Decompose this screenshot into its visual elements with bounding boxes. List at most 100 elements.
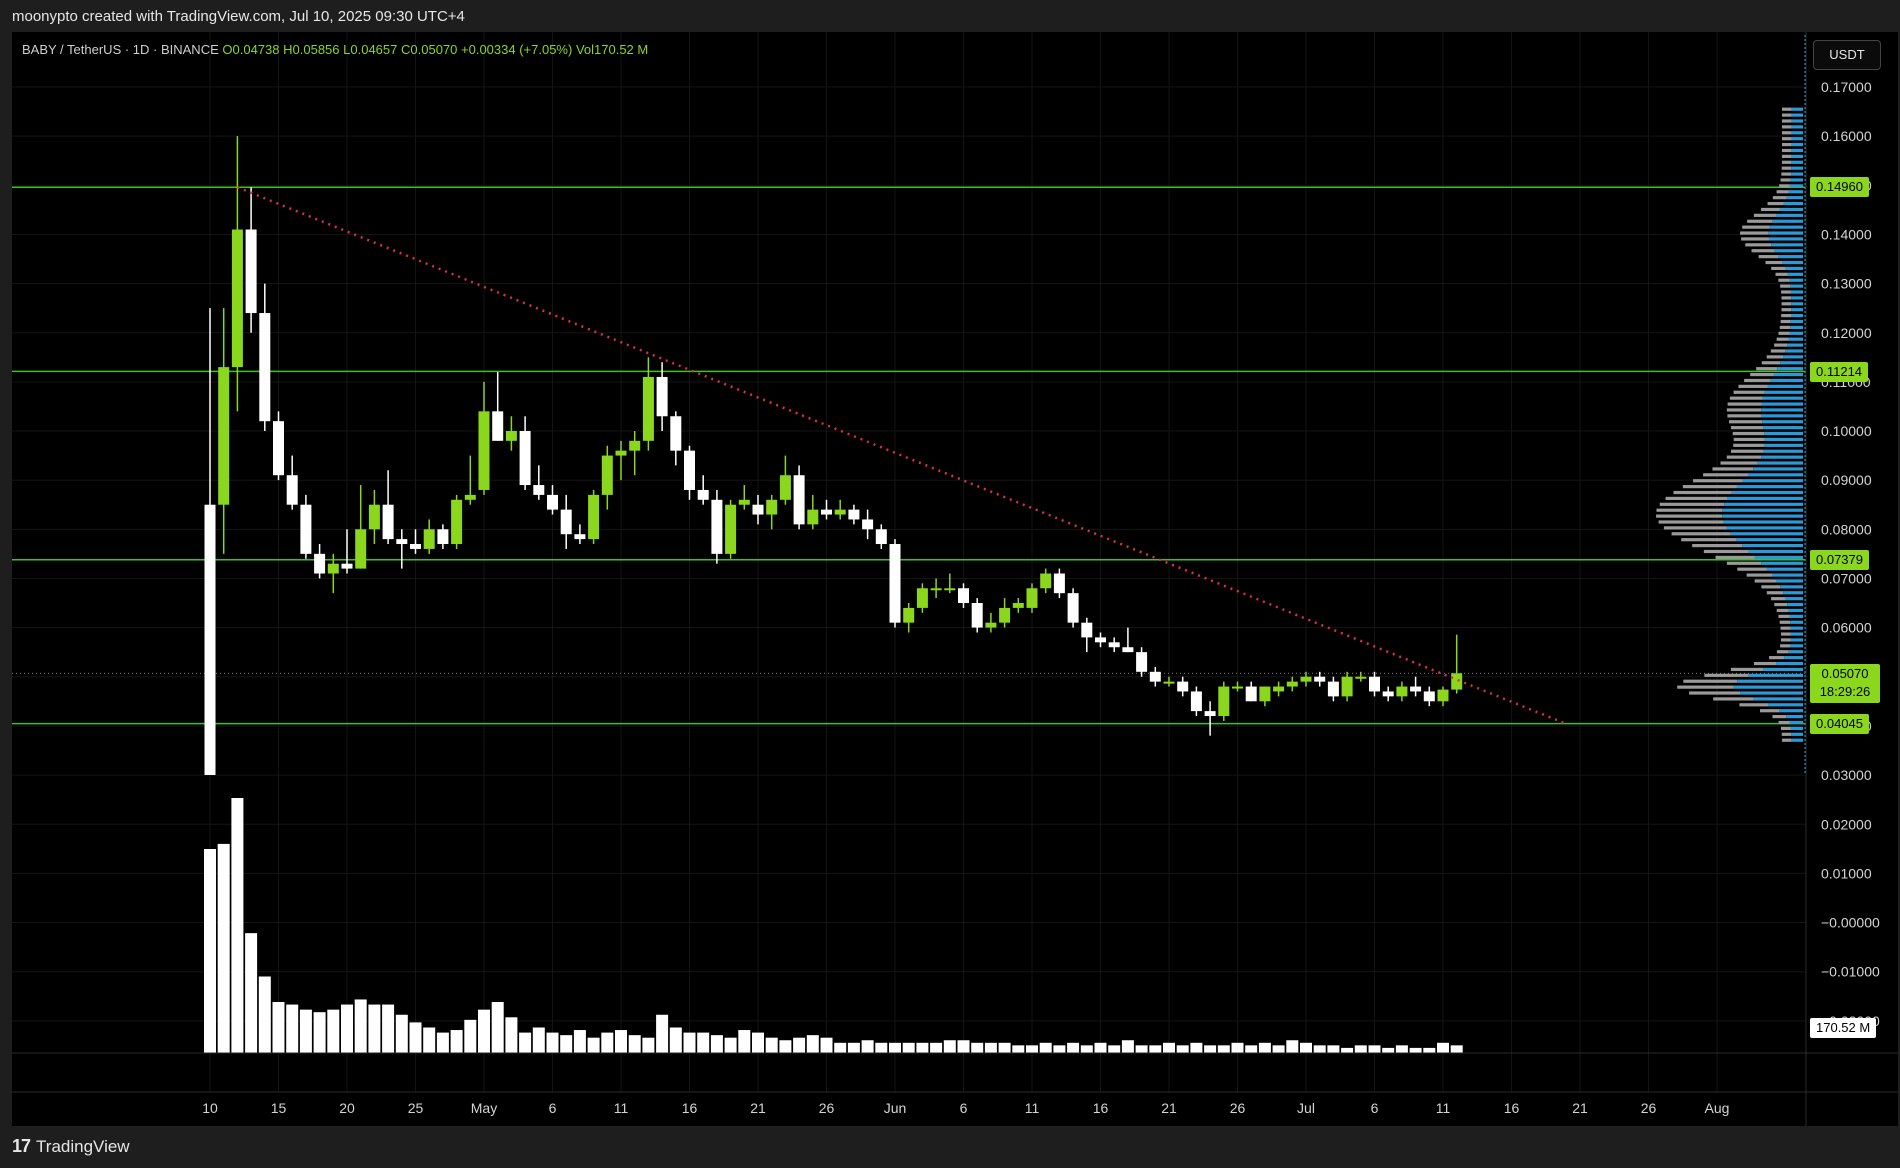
tradingview-brand[interactable]: 17 TradingView — [12, 1136, 130, 1157]
legend-high: H0.05856 — [283, 42, 340, 57]
volume-bar — [943, 1040, 956, 1053]
volume-bar — [1039, 1042, 1052, 1053]
profile-bar-gray — [1737, 567, 1767, 571]
profile-bar-blue — [1785, 597, 1803, 601]
profile-bar-gray — [1733, 390, 1765, 394]
currency-button[interactable]: USDT — [1813, 40, 1881, 70]
profile-bar-gray — [1703, 549, 1749, 554]
volume-bar — [916, 1042, 929, 1053]
volume-bar — [1341, 1047, 1354, 1053]
profile-bar-blue — [1772, 219, 1803, 223]
volume-bar — [779, 1040, 792, 1053]
time-tick-label: 11 — [1025, 1100, 1040, 1116]
volume-bar — [532, 1027, 545, 1053]
profile-bar-blue — [1790, 638, 1803, 642]
candle-body — [1410, 686, 1422, 692]
candle-body — [505, 431, 517, 441]
profile-bar-blue — [1773, 372, 1803, 377]
profile-bar-blue — [1789, 278, 1803, 282]
volume-bar — [669, 1027, 682, 1053]
profile-bar-gray — [1766, 591, 1784, 595]
profile-bar-gray — [1781, 172, 1792, 176]
profile-bar-blue — [1748, 549, 1803, 554]
profile-bar-gray — [1782, 107, 1792, 111]
candle-body — [1012, 603, 1024, 608]
time-tick-label: 10 — [202, 1100, 218, 1116]
volume-bar — [971, 1042, 984, 1053]
profile-bar-blue — [1776, 579, 1803, 583]
time-tick-label: 26 — [819, 1100, 835, 1116]
time-tick-label: Jul — [1297, 1100, 1315, 1116]
profile-bar-blue — [1762, 396, 1803, 400]
volume-bar — [1231, 1042, 1244, 1053]
profile-bar-gray — [1733, 443, 1765, 447]
profile-bar-gray — [1663, 526, 1727, 530]
profile-bar-blue — [1791, 296, 1803, 300]
candle-body — [1300, 676, 1312, 682]
candle-body — [300, 504, 312, 554]
profile-bar-blue — [1790, 314, 1803, 318]
profile-bar-gray — [1778, 278, 1790, 282]
volume-bar — [1163, 1042, 1175, 1053]
profile-bar-blue — [1768, 237, 1803, 241]
volume-bar — [368, 1004, 381, 1053]
profile-bar-gray — [1689, 691, 1741, 695]
candle-body — [588, 494, 600, 540]
volume-bar — [286, 1004, 299, 1053]
profile-bar-gray — [1771, 266, 1786, 271]
profile-bar-gray — [1776, 650, 1789, 654]
profile-bar-gray — [1756, 367, 1778, 371]
price-tick-label: 0.02000 — [1821, 816, 1872, 832]
profile-bar-blue — [1764, 390, 1803, 394]
legend-low: L0.04657 — [343, 42, 398, 57]
profile-bar-gray — [1781, 125, 1792, 129]
profile-bar-gray — [1780, 284, 1791, 288]
chart-attribution: moonypto created with TradingView.com, J… — [12, 8, 465, 25]
profile-bar-gray — [1778, 720, 1790, 725]
volume-bar — [1135, 1045, 1148, 1053]
candle-body — [1369, 676, 1380, 692]
candle-body — [725, 504, 737, 554]
profile-bar-blue — [1788, 190, 1803, 194]
profile-bar-gray — [1780, 319, 1791, 324]
profile-bar-blue — [1790, 290, 1803, 294]
profile-bar-gray — [1751, 249, 1775, 253]
profile-bar-blue — [1791, 166, 1803, 170]
profile-bar-gray — [1780, 726, 1791, 731]
volume-bar — [1053, 1045, 1066, 1053]
volume-bar — [1409, 1047, 1422, 1053]
time-tick-label: 20 — [339, 1100, 355, 1116]
volume-bar — [217, 843, 230, 1053]
legend-change: +0.00334 (+7.05%) — [461, 42, 573, 57]
profile-bar-gray — [1767, 201, 1784, 206]
profile-bar-gray — [1746, 573, 1773, 577]
volume-profile — [1656, 35, 1806, 775]
profile-bar-blue — [1769, 225, 1803, 229]
profile-bar-gray — [1740, 231, 1769, 235]
volume-bar — [478, 1009, 490, 1053]
candle-body — [862, 519, 874, 530]
profile-bar-gray — [1774, 343, 1788, 347]
volume-bar — [1080, 1045, 1093, 1053]
profile-bar-blue — [1776, 661, 1803, 666]
profile-bar-blue — [1784, 656, 1803, 660]
profile-bar-blue — [1723, 520, 1803, 524]
profile-bar-blue — [1789, 720, 1803, 725]
profile-bar-blue — [1786, 715, 1803, 719]
time-tick-label: 6 — [960, 1100, 968, 1116]
candle-body — [1163, 681, 1175, 684]
time-tick-label: 21 — [1161, 1100, 1177, 1116]
profile-bar-blue — [1790, 319, 1803, 324]
volume-bar — [930, 1042, 943, 1053]
volume-bar — [889, 1042, 901, 1053]
volume-bar — [1272, 1045, 1285, 1053]
profile-bar-blue — [1727, 496, 1803, 501]
price-tick-label: 0.13000 — [1821, 276, 1872, 292]
candle-body — [889, 544, 901, 623]
legend-symbol: BABY / TetherUS · 1D · BINANCE — [22, 42, 219, 57]
volume-bar — [820, 1037, 833, 1053]
profile-bar-blue — [1761, 414, 1803, 418]
profile-bar-blue — [1788, 608, 1803, 613]
profile-bar-gray — [1703, 473, 1749, 477]
